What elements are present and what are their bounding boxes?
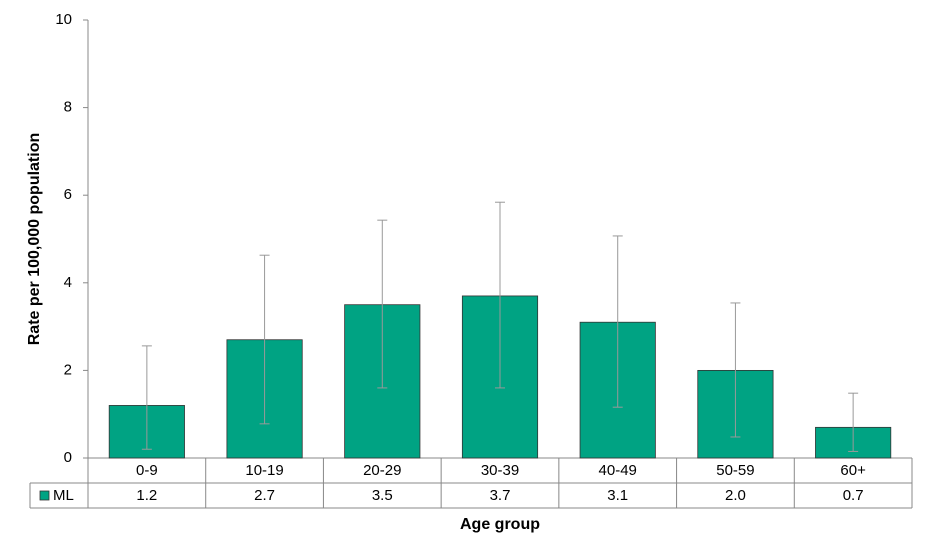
y-tick-label: 6	[64, 186, 72, 203]
table-value: 1.2	[136, 487, 157, 504]
x-tick-label: 20-29	[363, 462, 401, 479]
x-tick-label: 50-59	[716, 462, 754, 479]
y-tick-label: 0	[64, 449, 72, 466]
table-value: 0.7	[843, 487, 864, 504]
x-tick-label: 10-19	[245, 462, 283, 479]
x-axis-title: Age group	[460, 516, 540, 533]
table-value: 3.5	[372, 487, 393, 504]
x-tick-label: 30-39	[481, 462, 519, 479]
y-tick-label: 10	[55, 11, 72, 28]
y-tick-label: 4	[64, 274, 72, 291]
table-value: 2.7	[254, 487, 275, 504]
table-value: 2.0	[725, 487, 746, 504]
x-tick-label: 0-9	[136, 462, 158, 479]
y-axis-title: Rate per 100,000 population	[26, 133, 43, 346]
legend-swatch	[39, 490, 50, 501]
x-tick-label: 60+	[840, 462, 866, 479]
y-tick-label: 2	[64, 361, 72, 378]
legend-label: ML	[53, 487, 74, 504]
table-value: 3.1	[607, 487, 628, 504]
x-tick-label: 40-49	[599, 462, 637, 479]
table-value: 3.7	[490, 487, 511, 504]
y-tick-label: 8	[64, 99, 72, 116]
